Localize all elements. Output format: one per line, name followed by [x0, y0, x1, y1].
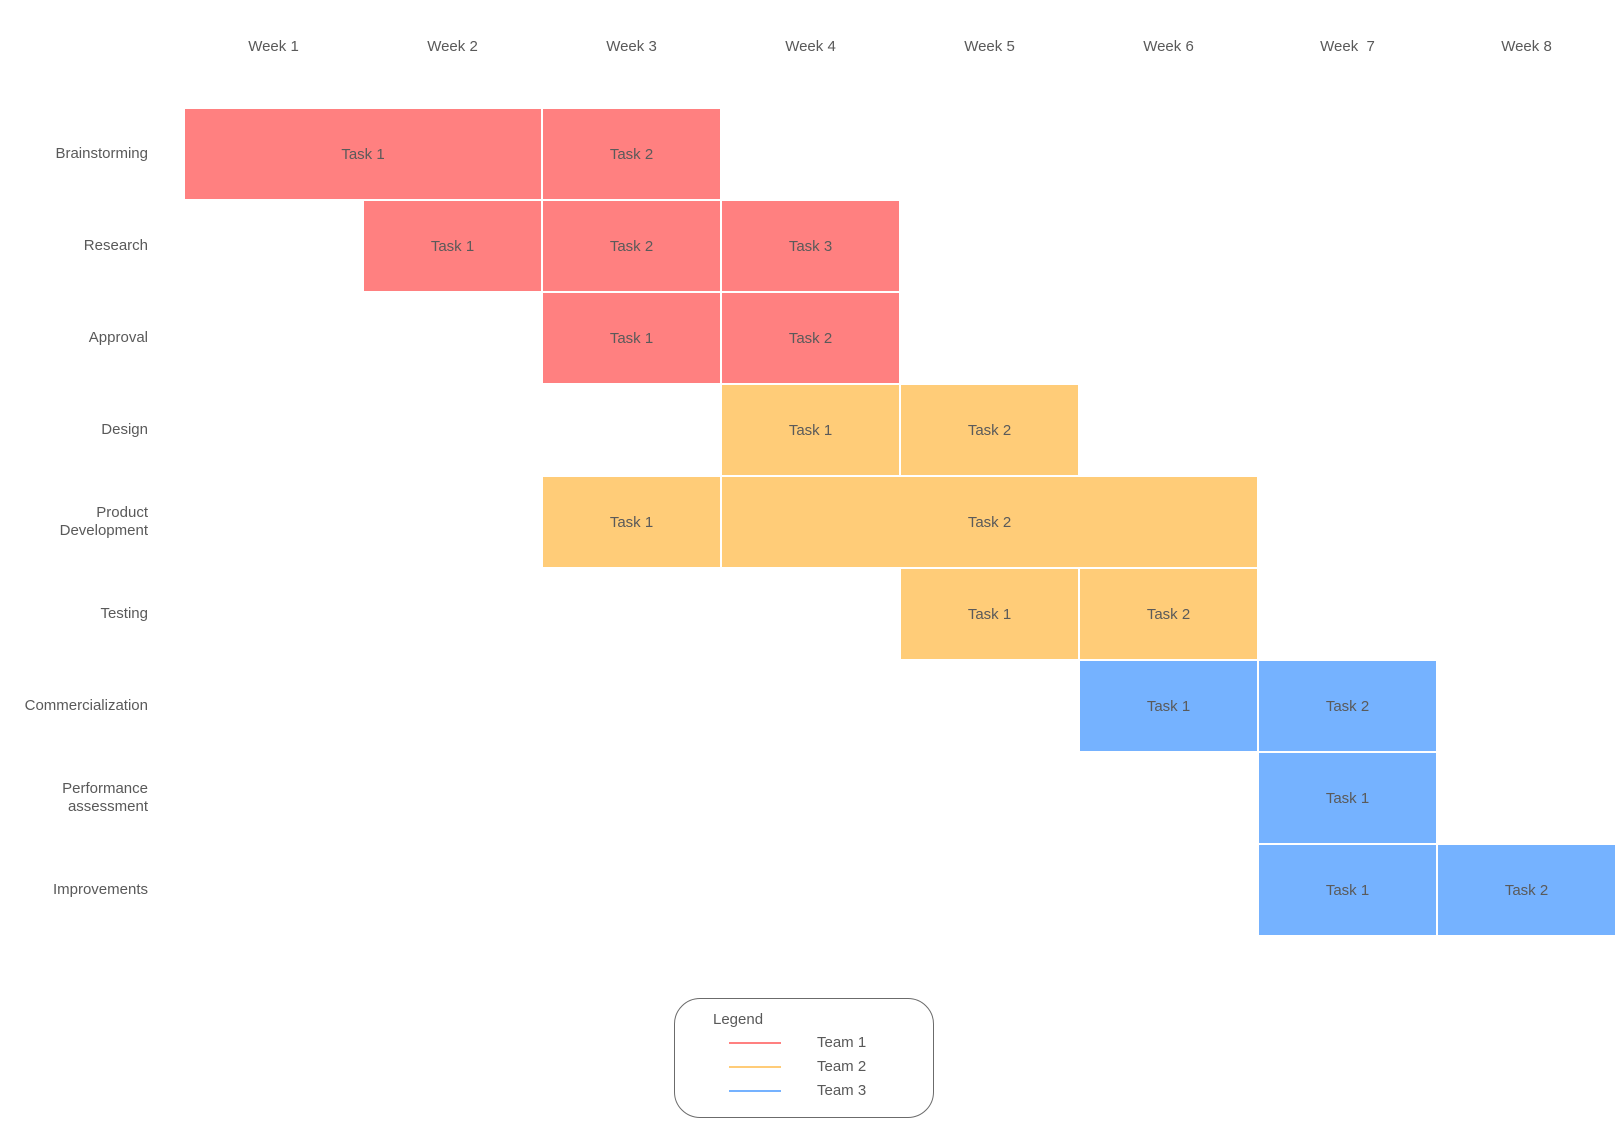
task-block[interactable]: Task 2	[721, 292, 900, 384]
task-block[interactable]: Task 2	[1437, 844, 1616, 936]
task-block[interactable]: Task 1	[363, 200, 542, 292]
week-header-1: Week 1	[248, 38, 299, 55]
task-block[interactable]: Task 2	[1258, 660, 1437, 752]
legend-swatch	[729, 1066, 781, 1068]
task-block[interactable]: Task 2	[900, 384, 1079, 476]
week-header-6: Week 6	[1143, 38, 1194, 55]
legend-item: Team 1	[729, 1033, 909, 1053]
task-block[interactable]: Task 1	[542, 292, 721, 384]
task-block[interactable]: Task 1	[1258, 844, 1437, 936]
row-label: Performance assessment	[62, 780, 148, 815]
task-block[interactable]: Task 2	[542, 108, 721, 200]
legend-label: Team 1	[817, 1034, 867, 1051]
task-block[interactable]: Task 1	[1258, 752, 1437, 844]
legend-item: Team 2	[729, 1057, 909, 1077]
week-header-8: Week 8	[1501, 38, 1552, 55]
legend-label: Team 2	[817, 1058, 867, 1075]
legend-item: Team 3	[729, 1081, 909, 1101]
task-block[interactable]: Task 1	[721, 384, 900, 476]
task-block[interactable]: Task 2	[542, 200, 721, 292]
row-label: Approval	[88, 329, 148, 346]
task-block[interactable]: Task 3	[721, 200, 900, 292]
row-label: Improvements	[52, 881, 148, 898]
week-header-2: Week 2	[427, 38, 478, 55]
task-block[interactable]: Task 2	[721, 476, 1258, 568]
task-block[interactable]: Task 1	[542, 476, 721, 568]
legend: Legend Team 1 Team 2 Team 3	[674, 998, 934, 1118]
task-block[interactable]: Task 1	[1079, 660, 1258, 752]
legend-swatch	[729, 1090, 781, 1092]
row-label: Design	[101, 421, 148, 438]
row-label: Research	[83, 237, 148, 254]
week-header-5: Week 5	[964, 38, 1015, 55]
task-block[interactable]: Task 1	[184, 108, 542, 200]
legend-title: Legend	[713, 1011, 764, 1028]
week-header-4: Week 4	[785, 38, 836, 55]
task-block[interactable]: Task 2	[1079, 568, 1258, 660]
legend-label: Team 3	[817, 1082, 867, 1099]
row-label: Testing	[100, 605, 148, 622]
week-header-3: Week 3	[606, 38, 657, 55]
row-label: Commercialization	[24, 697, 148, 714]
week-header-7: Week 7	[1320, 38, 1375, 55]
row-label: Brainstorming	[55, 145, 148, 162]
row-label: Product Development	[59, 504, 148, 539]
task-block[interactable]: Task 1	[900, 568, 1079, 660]
legend-swatch	[729, 1042, 781, 1044]
